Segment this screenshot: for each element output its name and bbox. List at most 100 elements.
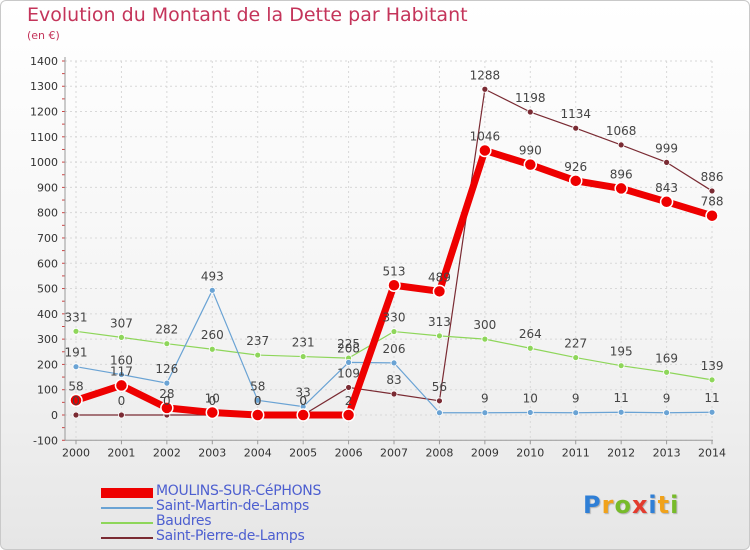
data-label-saint-martin-de-lamps: 11 (614, 391, 629, 405)
y-tick-label: 1400 (30, 55, 58, 68)
data-point-baudres (299, 353, 307, 360)
data-point-baudres (254, 351, 262, 359)
logo-letter: t (657, 491, 671, 519)
data-label-saint-pierre-de-lamps: 1198 (515, 91, 546, 105)
data-point-moulins-sur-c-phons (432, 284, 447, 299)
data-label-moulins-sur-c-phons: 843 (655, 181, 678, 195)
data-label-saint-pierre-de-lamps: 0 (299, 394, 307, 408)
data-point-moulins-sur-c-phons (205, 405, 220, 420)
data-label-moulins-sur-c-phons: 0 (299, 394, 307, 408)
x-tick-label: 2012 (607, 446, 635, 459)
data-label-saint-martin-de-lamps: 126 (155, 362, 178, 376)
data-label-saint-martin-de-lamps: 58 (250, 379, 265, 393)
data-point-baudres (708, 376, 716, 384)
y-tick-label: 1200 (30, 106, 58, 119)
x-tick-label: 2007 (380, 446, 408, 459)
data-point-saint-martin-de-lamps (617, 408, 625, 416)
data-label-baudres: 264 (519, 327, 542, 341)
data-point-baudres (663, 368, 670, 376)
data-label-baudres: 237 (246, 334, 269, 348)
data-point-saint-martin-de-lamps (72, 363, 80, 371)
data-label-saint-martin-de-lamps: 11 (704, 391, 719, 405)
data-label-moulins-sur-c-phons: 896 (610, 167, 633, 181)
data-label-baudres: 195 (610, 345, 633, 359)
y-tick-label: 400 (37, 308, 58, 321)
data-label-moulins-sur-c-phons: 2 (345, 394, 353, 408)
x-tick-label: 2013 (653, 446, 681, 459)
legend-swatch (101, 522, 153, 524)
proxiti-logo: Proxiti (583, 491, 679, 519)
y-tick-label: 200 (37, 358, 58, 371)
x-tick-label: 2002 (153, 446, 181, 459)
data-point-saint-pierre-de-lamps (617, 141, 625, 149)
y-tick-label: 500 (37, 283, 58, 296)
data-point-saint-pierre-de-lamps (390, 390, 398, 398)
data-label-baudres: 307 (110, 316, 133, 330)
data-label-saint-pierre-de-lamps: 0 (254, 394, 262, 408)
legend-label: Saint-Pierre-de-Lamps (156, 528, 305, 544)
legend-label: Saint-Martin-de-Lamps (156, 498, 309, 514)
data-label-baudres: 330 (383, 311, 406, 325)
legend-label: Baudres (156, 513, 212, 529)
x-tick-label: 2010 (516, 446, 544, 459)
y-tick-label: 600 (37, 257, 58, 270)
data-point-saint-martin-de-lamps (118, 371, 125, 378)
y-tick-label: -100 (33, 434, 58, 447)
data-label-saint-martin-de-lamps: 9 (663, 392, 671, 406)
logo-letter: i (648, 491, 658, 519)
data-point-moulins-sur-c-phons (341, 408, 356, 422)
y-tick-label: 700 (37, 232, 58, 245)
legend-item: Baudres (101, 513, 421, 530)
data-label-saint-pierre-de-lamps: 1068 (606, 124, 637, 138)
data-label-saint-pierre-de-lamps: 83 (386, 373, 401, 387)
y-tick-label: 300 (37, 333, 58, 346)
data-point-saint-pierre-de-lamps (526, 108, 534, 116)
data-point-saint-pierre-de-lamps (72, 411, 80, 419)
data-label-saint-pierre-de-lamps: 109 (337, 366, 360, 380)
x-tick-label: 2008 (425, 446, 453, 459)
data-point-baudres (481, 335, 489, 343)
data-label-moulins-sur-c-phons: 489 (428, 270, 451, 284)
y-tick-label: 900 (37, 181, 58, 194)
data-label-baudres: 313 (428, 315, 451, 329)
x-tick-label: 2005 (289, 446, 317, 459)
legend-label: MOULINS-SUR-CéPHONS (156, 483, 322, 499)
data-point-baudres (572, 354, 580, 361)
logo-letter: x (631, 491, 649, 519)
data-point-moulins-sur-c-phons (523, 157, 538, 172)
data-point-saint-martin-de-lamps (663, 409, 670, 417)
data-label-saint-pierre-de-lamps: 0 (208, 394, 216, 408)
data-point-saint-martin-de-lamps (708, 408, 716, 416)
y-tick-label: 1300 (30, 80, 58, 93)
data-point-saint-martin-de-lamps (481, 409, 489, 417)
data-label-saint-martin-de-lamps: 10 (523, 391, 538, 405)
x-tick-label: 2006 (335, 446, 363, 459)
data-label-baudres: 169 (655, 351, 678, 365)
legend-item: Saint-Martin-de-Lamps (101, 498, 421, 515)
data-label-moulins-sur-c-phons: 926 (564, 160, 587, 174)
logo-letter: r (601, 491, 615, 519)
data-label-moulins-sur-c-phons: 788 (701, 195, 724, 209)
data-label-saint-martin-de-lamps: 493 (201, 269, 224, 283)
x-tick-label: 2001 (107, 446, 135, 459)
data-point-moulins-sur-c-phons (614, 181, 628, 196)
data-point-moulins-sur-c-phons (568, 174, 583, 188)
data-label-baudres: 282 (155, 323, 178, 337)
data-point-moulins-sur-c-phons (478, 143, 492, 158)
chart-title: Evolution du Montant de la Dette par Hab… (27, 4, 468, 26)
data-label-saint-martin-de-lamps: 9 (572, 392, 580, 406)
x-tick-label: 2000 (62, 446, 90, 459)
data-point-moulins-sur-c-phons (296, 408, 310, 422)
data-label-saint-pierre-de-lamps: 999 (655, 141, 678, 155)
data-point-baudres (436, 332, 443, 340)
chart-subtitle: (en €) (27, 29, 60, 42)
data-label-baudres: 300 (473, 318, 496, 332)
data-label-baudres: 227 (564, 337, 587, 351)
data-point-saint-pierre-de-lamps (572, 124, 580, 132)
legend-swatch (101, 488, 153, 498)
data-point-saint-martin-de-lamps (572, 409, 580, 417)
data-label-saint-pierre-de-lamps: 886 (701, 170, 724, 184)
data-label-moulins-sur-c-phons: 0 (254, 394, 262, 408)
